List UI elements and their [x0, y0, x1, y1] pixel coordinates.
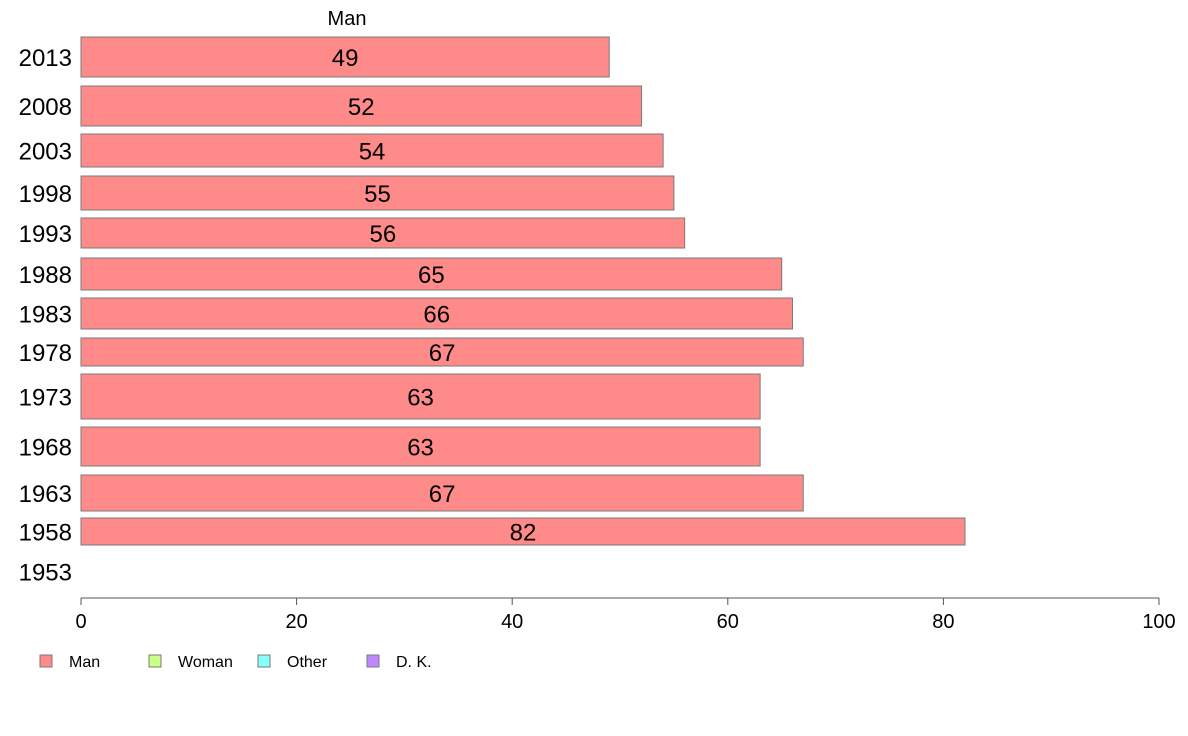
x-ticks-group: 0 20 40 60 80 100: [75, 598, 1176, 633]
data-label: 63: [407, 435, 434, 462]
y-tick-label: 1953: [19, 560, 72, 587]
y-tick-label: 2013: [19, 45, 72, 72]
legend-label: Man: [69, 654, 100, 671]
data-label: 67: [429, 481, 456, 508]
y-tick-label: 2008: [19, 94, 72, 121]
y-labels-group: 2013 2008 2003 1998 1993 1988 1983 1978 1973 1968…: [19, 45, 72, 587]
data-label: 67: [429, 340, 456, 367]
y-tick-label: 1978: [19, 340, 72, 367]
data-label: 49: [332, 45, 359, 72]
x-tick-label: 60: [717, 611, 739, 633]
data-label: 52: [348, 94, 375, 121]
data-label: 63: [407, 385, 434, 412]
legend-swatch: [39, 654, 53, 668]
bar: [80, 373, 761, 420]
data-label: 56: [369, 221, 396, 248]
bar: [80, 36, 610, 78]
legend-label: Woman: [178, 654, 233, 671]
bar: [80, 257, 783, 291]
bar: [80, 517, 966, 546]
data-label: 54: [359, 139, 386, 166]
y-tick-label: 1973: [19, 385, 72, 412]
value-labels-group: 49 52 54 55 56 65 66 67 63 63 67 82: [332, 45, 537, 547]
legend-label: D. K.: [396, 654, 432, 671]
x-tick-label: 80: [932, 611, 954, 633]
chart-title: Man: [328, 8, 367, 30]
bar: [80, 175, 675, 211]
y-tick-label: 1993: [19, 221, 72, 248]
data-label: 66: [423, 302, 450, 329]
x-tick-label: 20: [285, 611, 307, 633]
y-tick-label: 1958: [19, 520, 72, 547]
y-tick-label: 1983: [19, 302, 72, 329]
legend-label: Other: [287, 654, 328, 671]
bar: [80, 426, 761, 467]
bar: [80, 217, 686, 249]
x-tick-label: 40: [501, 611, 523, 633]
y-tick-label: 1968: [19, 435, 72, 462]
legend-swatch: [148, 654, 162, 668]
legend-swatch: [257, 654, 271, 668]
x-tick-label: 100: [1142, 611, 1175, 633]
legend-swatch: [366, 654, 380, 668]
bar: [80, 337, 804, 367]
bar: [80, 85, 643, 127]
bars-group: [80, 36, 966, 546]
x-tick-label: 0: [75, 611, 86, 633]
y-tick-label: 1998: [19, 181, 72, 208]
data-label: 82: [510, 520, 537, 547]
bar: [80, 297, 793, 330]
y-tick-label: 1963: [19, 481, 72, 508]
y-tick-label: 1988: [19, 262, 72, 289]
bar: [80, 133, 664, 168]
legend: Man Woman Other D. K.: [39, 654, 432, 671]
bar: [80, 474, 804, 512]
y-tick-label: 2003: [19, 139, 72, 166]
data-label: 55: [364, 181, 391, 208]
data-label: 65: [418, 262, 445, 289]
